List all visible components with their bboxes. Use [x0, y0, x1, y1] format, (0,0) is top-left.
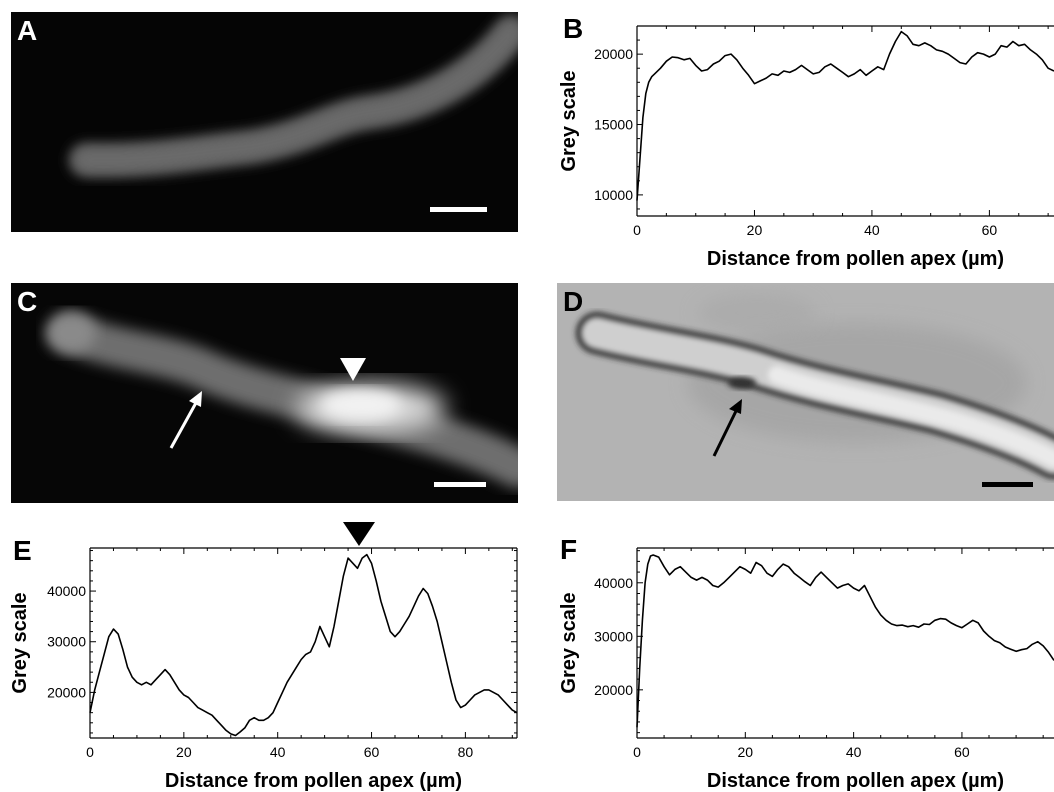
arrow-c-line — [169, 400, 199, 449]
panel-d-micrograph: D — [557, 283, 1054, 501]
scale-bar-a — [430, 207, 487, 212]
scale-bar-d — [982, 482, 1033, 487]
arrowhead-marker-c — [340, 358, 366, 381]
plot-b-y-tick-label: 20000 — [594, 46, 633, 62]
plot-f-y-tick-label: 30000 — [594, 628, 633, 644]
plot-f-x-tick-label: 60 — [954, 744, 970, 760]
pollen-tube-image-a — [69, 15, 518, 212]
plot-b-series-line — [636, 30, 1054, 201]
plot-b-y-tick-label: 10000 — [594, 187, 633, 203]
scale-bar-c — [434, 482, 486, 487]
panel-letter-e: E — [13, 535, 32, 566]
plot-e-x-tick-label: 20 — [176, 744, 192, 760]
panel-a-micrograph: A — [11, 12, 518, 232]
arrow-d-head — [729, 399, 742, 414]
plot-e-x-tick-label: 60 — [364, 744, 380, 760]
plot-e-y-tick-label: 20000 — [47, 684, 86, 700]
plot-e-x-tick-label: 40 — [270, 744, 286, 760]
pollen-tube-image-d — [576, 293, 1054, 487]
arrowhead-marker-e — [343, 522, 375, 546]
panel-c-micrograph: C — [11, 283, 518, 503]
plot-e-series-line — [89, 553, 518, 737]
plot-f-series-line — [636, 554, 1054, 728]
plot-e-y-axis-title: Grey scale — [9, 592, 31, 693]
panel-letter-b: B — [563, 13, 584, 44]
panel-letter-f: F — [560, 534, 578, 565]
arrow-d-line — [712, 408, 739, 457]
arrow-c-head — [189, 391, 202, 407]
plot-f-y-tick-label: 20000 — [594, 682, 633, 698]
plot-f-x-tick-label: 40 — [846, 744, 862, 760]
plot-f-x-tick-label: 0 — [633, 744, 641, 760]
plot-e-y-tick-label: 40000 — [47, 583, 86, 599]
panel-letter-d: D — [563, 286, 584, 317]
plot-e-x-tick-label: 0 — [86, 744, 94, 760]
plot-f-x-tick-label: 20 — [738, 744, 754, 760]
panel-letter-c: C — [17, 286, 38, 317]
plot-f-y-axis-title: Grey scale — [558, 592, 580, 693]
plot-b-x-tick-label: 20 — [747, 222, 763, 238]
plot-f-y-tick-label: 40000 — [594, 575, 633, 591]
plot-b-x-tick-label: 40 — [864, 222, 880, 238]
plot-f-x-axis-title: Distance from pollen apex (µm) — [707, 770, 1004, 792]
pollen-tube-image-c — [46, 313, 518, 488]
panel-letter-a: A — [17, 15, 38, 46]
plot-e-y-tick-label: 30000 — [47, 634, 86, 650]
plot-b-y-axis-title: Grey scale — [558, 70, 580, 171]
plot-b-y-tick-label: 15000 — [594, 117, 633, 133]
plot-e-x-axis-title: Distance from pollen apex (µm) — [165, 770, 462, 792]
plot-e-x-tick-label: 80 — [458, 744, 474, 760]
plot-b-x-axis-title: Distance from pollen apex (µm) — [707, 248, 1004, 270]
plot-b-x-tick-label: 0 — [633, 222, 641, 238]
plot-b-x-tick-label: 60 — [982, 222, 998, 238]
